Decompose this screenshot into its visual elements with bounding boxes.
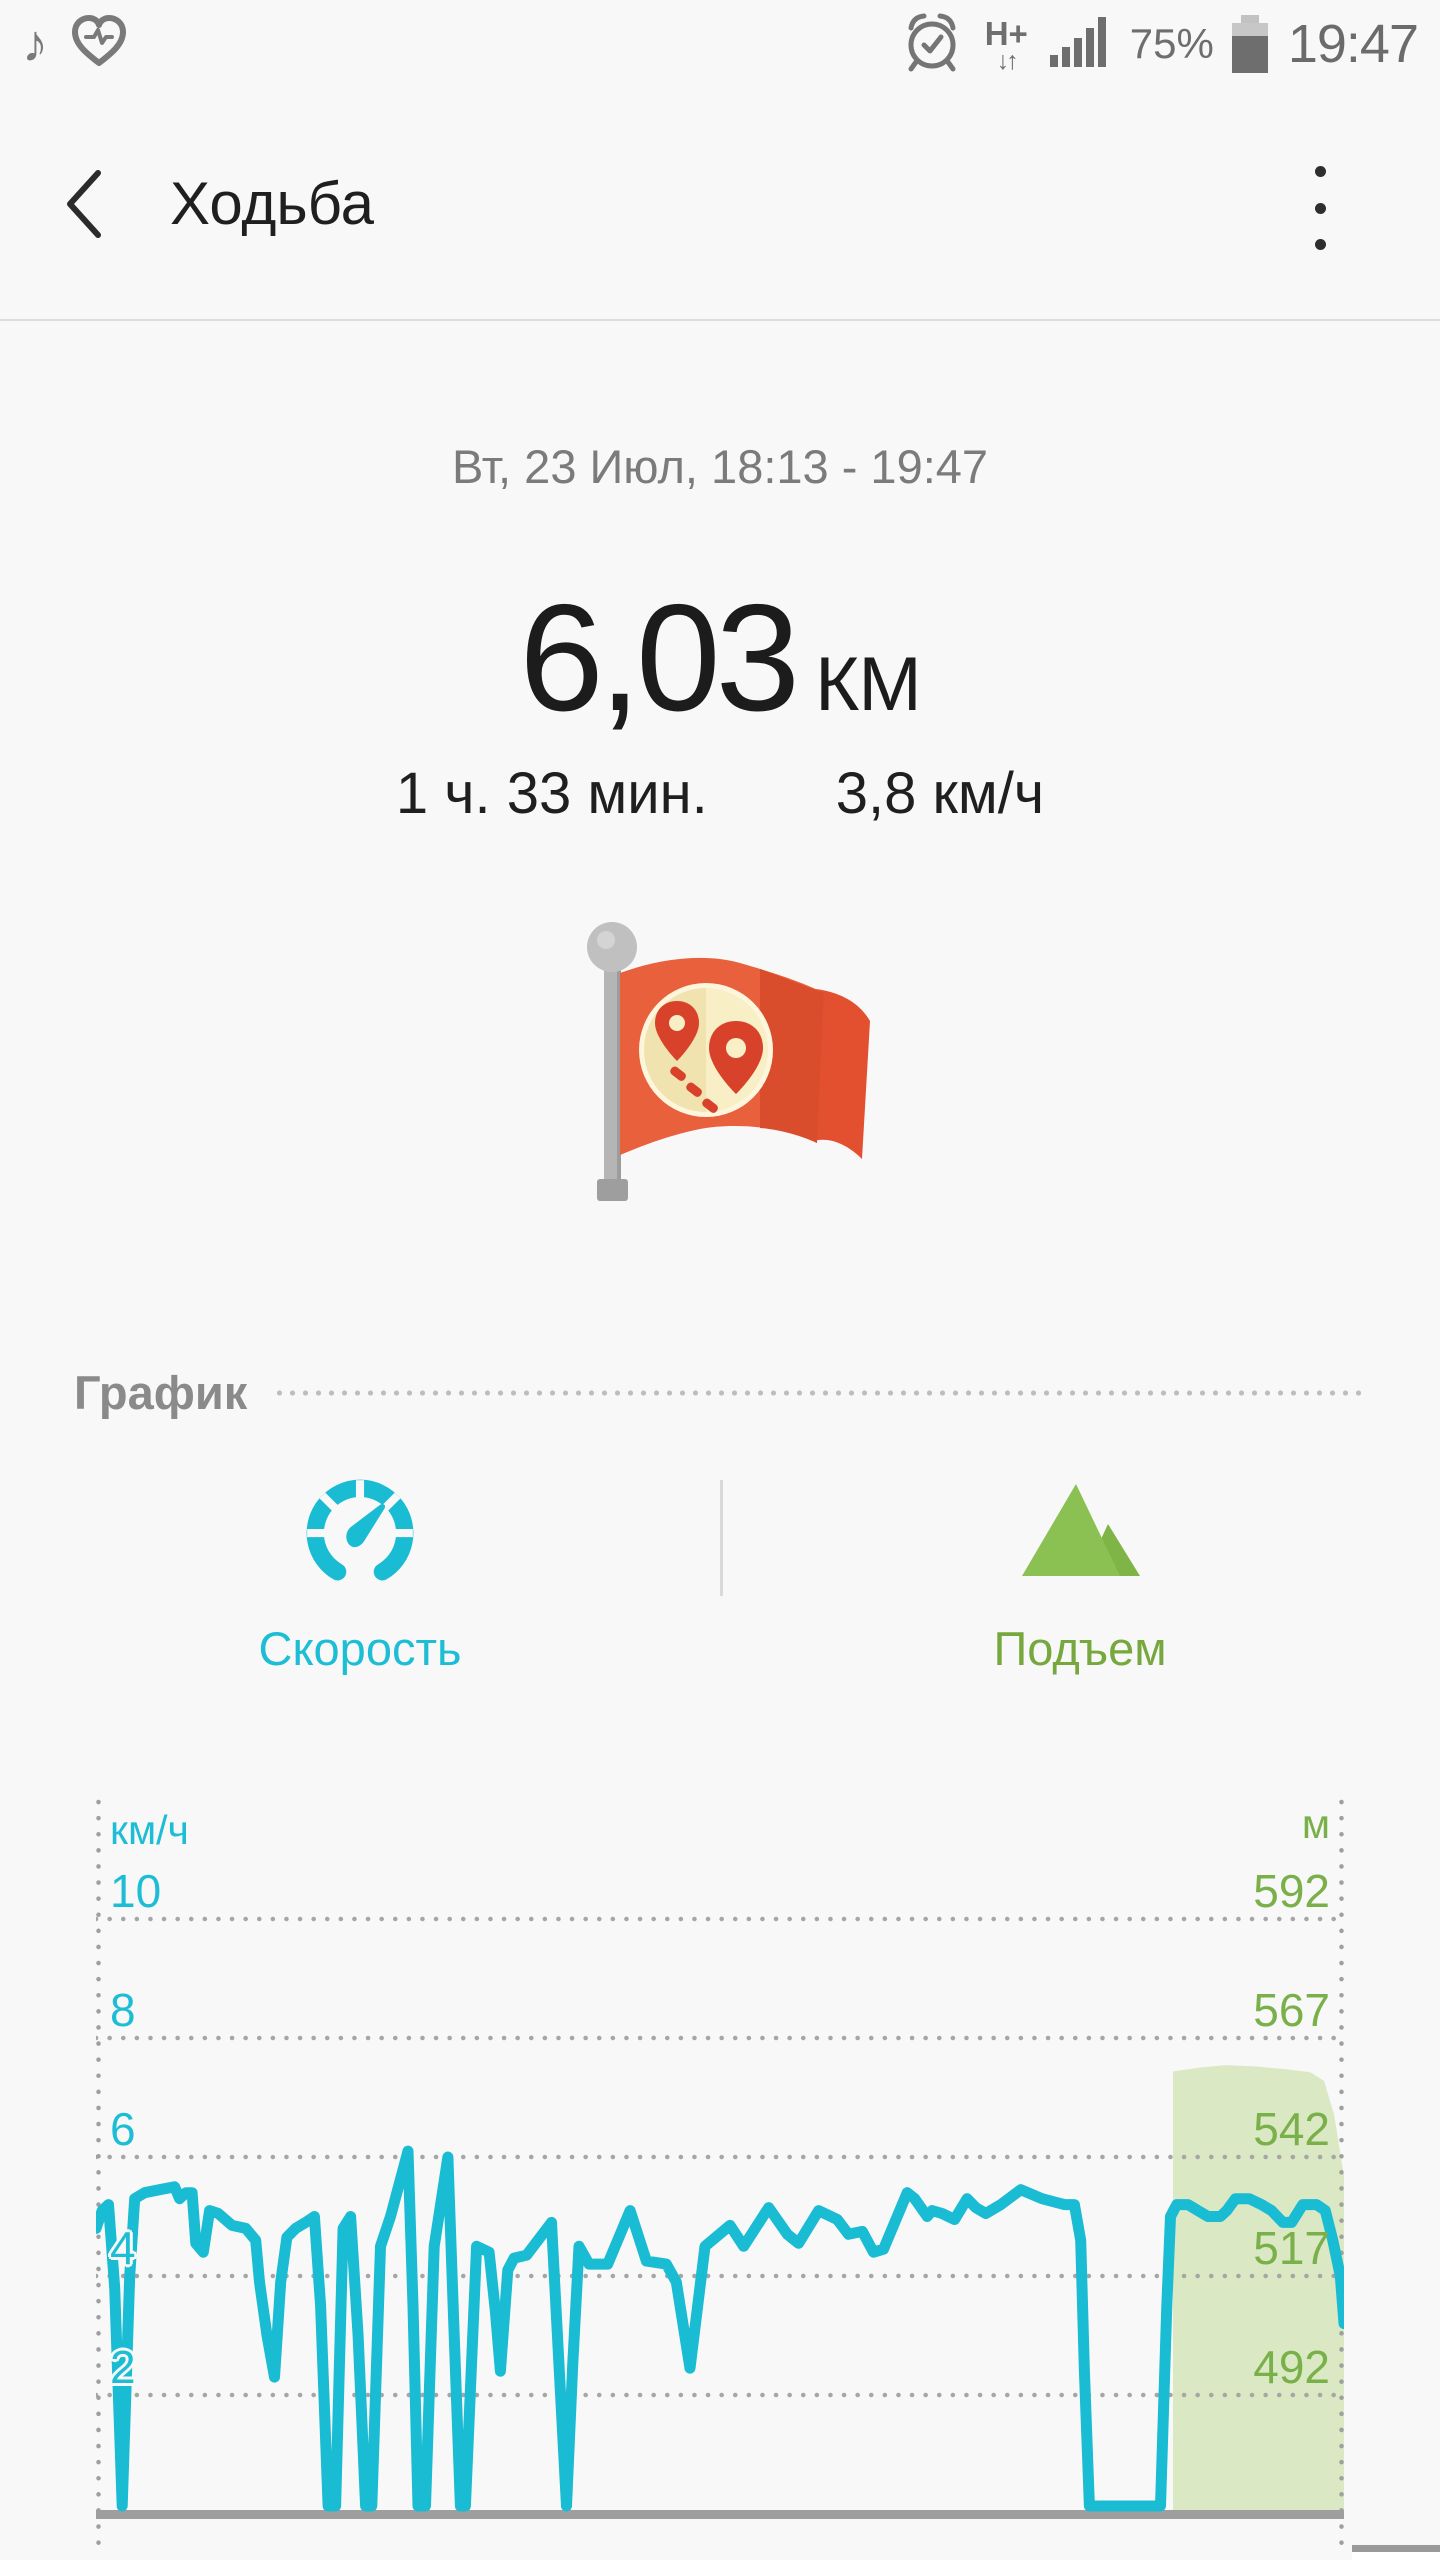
network-hplus-icon: H+ ↓↑ (984, 14, 1028, 75)
tabs-divider (720, 1480, 723, 1596)
signal-strength-icon (1048, 11, 1110, 78)
section-dotted-divider (273, 1389, 1366, 1396)
battery-percent: 75% (1129, 20, 1214, 67)
left-tick-8: 8 (110, 1984, 136, 2036)
right-tick-517: 517 (1253, 2222, 1330, 2274)
more-options-button[interactable] (1300, 160, 1340, 256)
workout-datetime-range: Вт, 23 Июл, 18:13 - 19:47 (451, 440, 989, 493)
app-header: Ходьба (0, 88, 1440, 321)
battery-icon (1231, 15, 1268, 73)
right-tick-542: 542 (1253, 2103, 1330, 2155)
left-tick-4: 4 (110, 2222, 136, 2274)
health-heart-icon (68, 13, 130, 76)
left-tick-6: 6 (110, 2103, 136, 2155)
tab-speed[interactable]: Скорость (0, 1468, 720, 1680)
more-dot (1314, 202, 1326, 214)
left-tick-10: 10 (110, 1865, 162, 1917)
mountain-icon (1014, 1468, 1146, 1595)
page-title: Ходьба (170, 170, 375, 237)
distance-unit: КМ (815, 642, 922, 727)
route-flag-illustration (0, 897, 1440, 1227)
distance-row: 6,03 КМ (0, 582, 1440, 734)
chart-section-header: График (74, 1365, 1366, 1420)
duration-value: 1 ч. 33 мин. (395, 761, 708, 826)
secondary-stats-row: 1 ч. 33 мин. 3,8 км/ч (0, 760, 1440, 827)
back-button[interactable] (60, 159, 130, 249)
avg-speed-value: 3,8 км/ч (835, 761, 1045, 826)
right-tick-567: 567 (1253, 1984, 1330, 2036)
tab-elevation[interactable]: Подъем (720, 1468, 1440, 1680)
left-tick-2: 2 (110, 2341, 136, 2393)
partial-bottom-button[interactable] (1352, 2545, 1440, 2560)
speed-elevation-chart: км/ч м 10 8 6 4 2 592 567 542 517 492 (96, 1798, 1344, 2546)
chart-plot-area (96, 1799, 1344, 2546)
right-axis-unit: м (1301, 1801, 1330, 1847)
map-flag-icon (587, 922, 870, 1201)
clock-time: 19:47 (1287, 14, 1419, 74)
right-tick-492: 492 (1253, 2341, 1330, 2393)
left-axis-unit: км/ч (110, 1807, 189, 1853)
more-dot (1314, 166, 1326, 177)
tab-speed-label: Скорость (258, 1622, 462, 1675)
chart-section-title: График (74, 1366, 248, 1419)
tab-elevation-label: Подъем (993, 1622, 1167, 1675)
chart-type-tabs: Скорость Подъем (0, 1468, 1440, 1680)
distance-value: 6,03 (519, 573, 800, 743)
speedometer-icon (299, 1468, 421, 1595)
status-bar: ♪ H+ ↓↑ (0, 0, 1440, 88)
more-dot (1314, 239, 1326, 250)
right-tick-592: 592 (1253, 1865, 1330, 1917)
music-note-icon: ♪ (22, 15, 48, 73)
alarm-icon (899, 9, 965, 80)
back-chevron-icon (67, 169, 101, 238)
